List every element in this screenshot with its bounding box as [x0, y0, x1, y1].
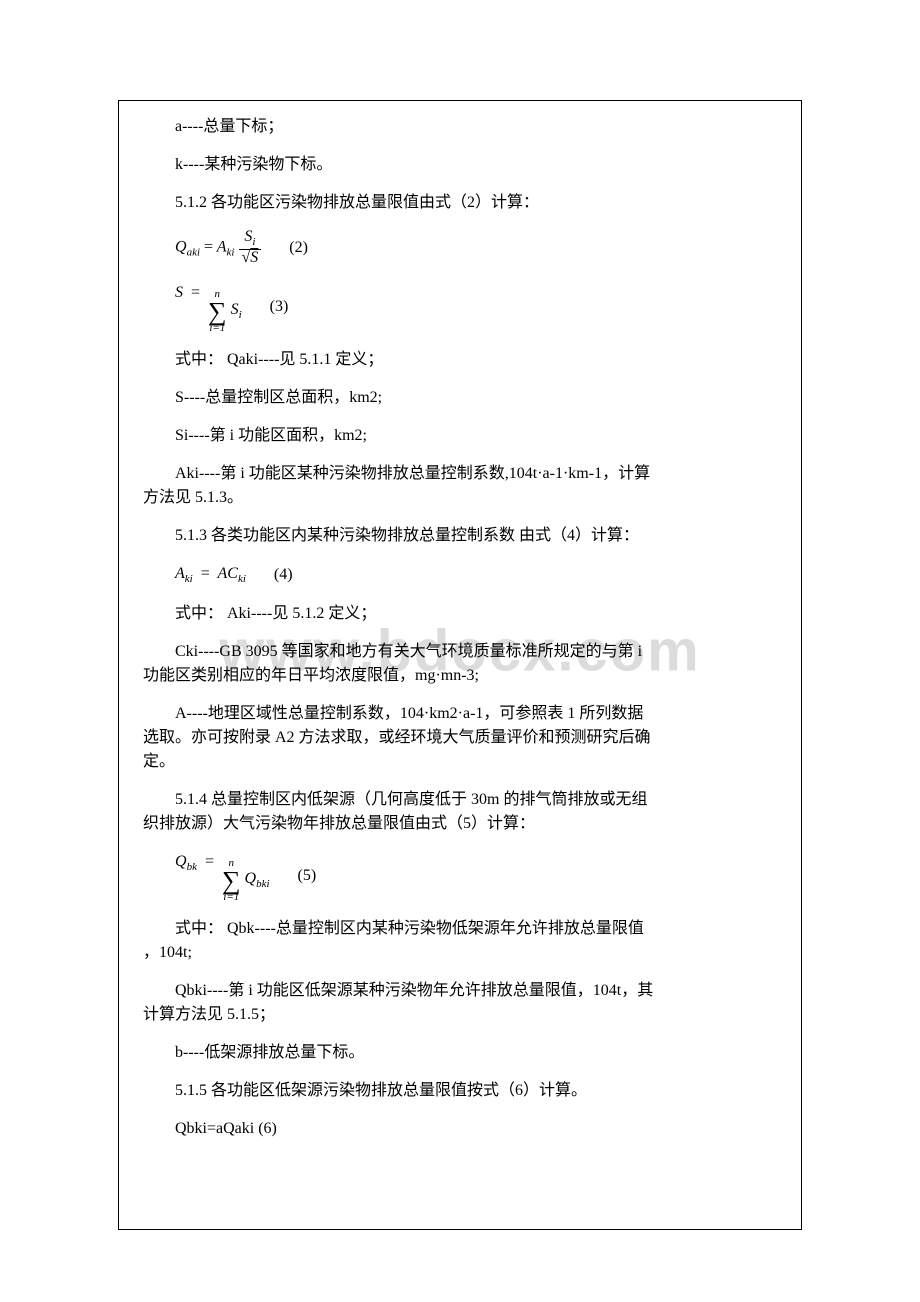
definition-a: a----总量下标；: [143, 115, 777, 139]
where-cki-line1: Cki----GB 3095 等国家和地方有关大气环境质量标准所规定的与第 i: [143, 640, 777, 664]
formula-3-number: (3): [270, 295, 289, 319]
page-border: a----总量下标； k----某种污染物下标。 5.1.2 各功能区污染物排放…: [118, 100, 802, 1230]
formula-5-number: (5): [298, 864, 317, 888]
section-5-1-2: 5.1.2 各功能区污染物排放总量限值由式（2）计算：: [143, 191, 777, 215]
where-a-line1: A----地理区域性总量控制系数，104·km2·a-1，可参照表 1 所列数据: [143, 702, 777, 726]
where-aki-line2: 方法见 5.1.3。: [143, 486, 777, 510]
formula-4-expr: Aki = ACki: [175, 562, 246, 588]
formula-3-expr: S = n ∑ i=1 Si: [175, 281, 242, 334]
section-5-1-3: 5.1.3 各类功能区内某种污染物排放总量控制系数 由式（4）计算：: [143, 524, 777, 548]
where-qbk-line2: ，104t;: [143, 941, 777, 965]
formula-4: Aki = ACki (4): [175, 562, 777, 588]
where-aki-line1: Aki----第 i 功能区某种污染物排放总量控制系数,104t·a-1·km-…: [143, 462, 777, 486]
where-cki-line2: 功能区类别相应的年日平均浓度限值，mg·mn-3;: [143, 664, 777, 688]
formula-2-number: (2): [289, 236, 308, 260]
where-qaki: 式中： Qaki----见 5.1.1 定义；: [143, 348, 777, 372]
formula-3: S = n ∑ i=1 Si (3): [175, 281, 777, 334]
section-5-1-4-line1: 5.1.4 总量控制区内低架源（几何高度低于 30m 的排气筒排放或无组: [143, 788, 777, 812]
where-s: S----总量控制区总面积，km2;: [143, 386, 777, 410]
where-b: b----低架源排放总量下标。: [143, 1041, 777, 1065]
where-si: Si----第 i 功能区面积，km2;: [143, 424, 777, 448]
formula-2-expr: Qaki = Aki Si √S: [175, 229, 261, 267]
formula-6-inline: Qbki=aQaki (6): [143, 1117, 777, 1141]
where-qbki-line1: Qbki----第 i 功能区低架源某种污染物年允许排放总量限值，104t，其: [143, 979, 777, 1003]
section-5-1-4-line2: 织排放源）大气污染物年排放总量限值由式（5）计算：: [143, 812, 777, 836]
sigma-icon: ∑: [208, 300, 227, 323]
section-5-1-5: 5.1.5 各功能区低架源污染物排放总量限值按式（6）计算。: [143, 1079, 777, 1103]
where-a-line2: 选取。亦可按附录 A2 方法求取，或经环境大气质量评价和预测研究后确: [143, 726, 777, 750]
definition-k: k----某种污染物下标。: [143, 153, 777, 177]
sigma-icon: ∑: [222, 869, 241, 892]
where-aki-2: 式中： Aki----见 5.1.2 定义；: [143, 602, 777, 626]
formula-2: Qaki = Aki Si √S (2): [175, 229, 777, 267]
where-qbk-line1: 式中： Qbk----总量控制区内某种污染物低架源年允许排放总量限值: [143, 917, 777, 941]
where-qbki-line2: 计算方法见 5.1.5；: [143, 1003, 777, 1027]
document-body: a----总量下标； k----某种污染物下标。 5.1.2 各功能区污染物排放…: [119, 101, 801, 1141]
formula-5: Qbk = n ∑ i=1 Qbki (5): [175, 850, 777, 903]
where-a-line3: 定。: [143, 750, 777, 774]
formula-5-expr: Qbk = n ∑ i=1 Qbki: [175, 850, 270, 903]
formula-4-number: (4): [274, 563, 293, 587]
